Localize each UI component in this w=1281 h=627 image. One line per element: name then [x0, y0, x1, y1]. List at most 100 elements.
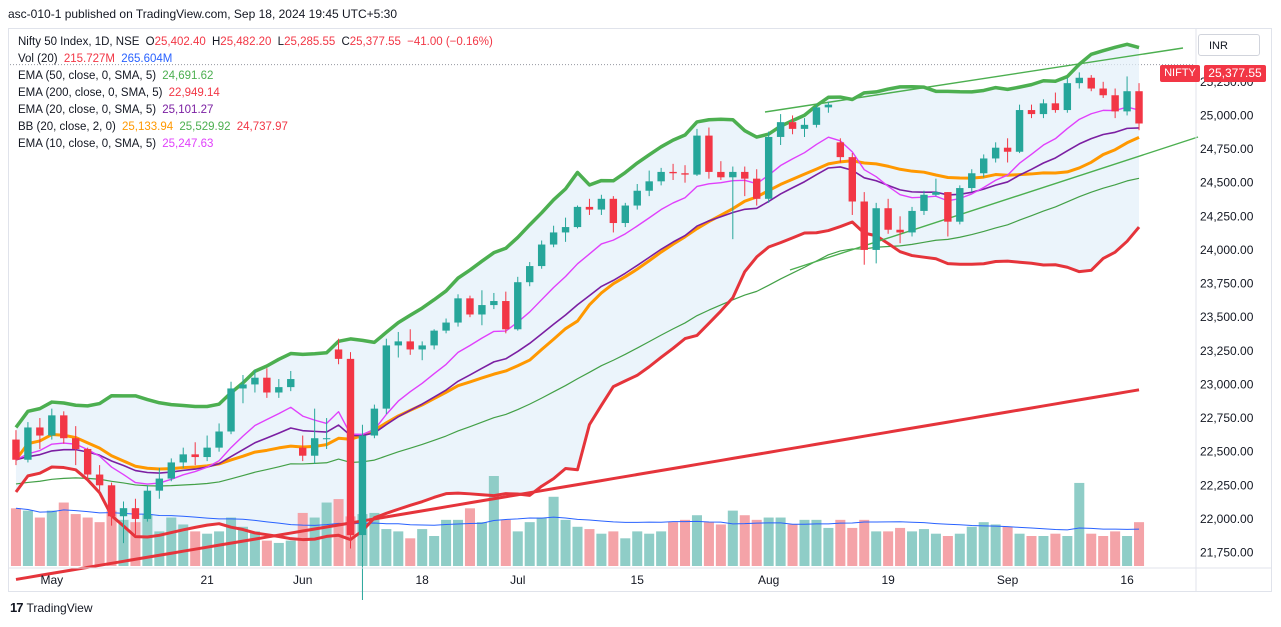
candle-body	[812, 107, 821, 125]
candle-body	[788, 122, 797, 129]
y-tick-label: 21,750.00	[1200, 546, 1254, 560]
volume-bar	[656, 531, 667, 566]
candle-body	[514, 282, 522, 330]
price-chart[interactable]: 21,750.00 22,000.00 22,250.00 22,500.00 22,7…	[0, 0, 1281, 600]
currency-selector[interactable]: INR	[1198, 34, 1260, 56]
candle-body	[72, 438, 80, 449]
volume-bar	[763, 517, 774, 566]
volume-bar	[273, 542, 284, 566]
ema20-line	[15, 127, 1140, 474]
candle-body	[884, 208, 892, 230]
candle-body	[860, 201, 868, 250]
volume-bar	[130, 522, 141, 566]
trendline-lower	[789, 136, 1199, 271]
candle-body	[824, 104, 833, 108]
y-tick-label: 22,000.00	[1200, 512, 1254, 526]
y-tick-label: 24,250.00	[1200, 209, 1254, 223]
candle-body	[776, 122, 785, 137]
candle-body	[645, 181, 653, 191]
volume-bar	[500, 519, 511, 566]
volume-bar	[1050, 533, 1061, 566]
volume-bar	[202, 533, 213, 566]
bb-lower-line	[14, 220, 1141, 542]
candle-body	[406, 341, 414, 350]
candle-body	[155, 478, 164, 491]
volume-bar	[94, 522, 105, 566]
volume-bar	[512, 531, 523, 566]
candle-body	[573, 206, 582, 228]
volume-bar	[811, 519, 822, 566]
candle-body	[131, 508, 140, 519]
volume-bar	[1026, 536, 1037, 566]
candle-body	[1087, 77, 1095, 89]
candle-body	[609, 198, 618, 224]
volume-bar	[178, 524, 189, 566]
volume-bar	[847, 527, 858, 566]
bb-upper-line	[14, 42, 1140, 429]
x-tick-label: 19	[881, 573, 895, 587]
volume-bar	[441, 519, 452, 566]
candle-body	[561, 227, 570, 233]
y-tick-label: 24,000.00	[1200, 243, 1254, 257]
last-price-tag: 25,377.55	[1204, 65, 1266, 82]
volume-bar	[835, 519, 846, 566]
candle-body	[251, 377, 259, 385]
candle-body	[944, 192, 952, 222]
candle-body	[215, 431, 223, 448]
volume-bar	[82, 517, 93, 566]
x-tick-label: Jul	[510, 573, 525, 587]
volume-bar	[990, 524, 1001, 566]
candle-body	[143, 490, 152, 519]
volume-bar	[918, 529, 929, 566]
bollinger-band-fill	[15, 44, 1140, 540]
volume-bar	[166, 517, 177, 566]
volume-bar	[369, 512, 380, 566]
candle-body	[597, 198, 606, 210]
volume-bar	[668, 522, 679, 566]
x-tick-label: Aug	[758, 573, 779, 587]
volume-bar	[46, 510, 57, 566]
volume-bar	[871, 531, 882, 566]
x-tick-label: 16	[1120, 573, 1134, 587]
candle-body	[896, 229, 904, 233]
candle-body	[358, 435, 367, 536]
candle-body	[478, 305, 486, 315]
volume-bar	[142, 514, 153, 566]
candle-body	[681, 173, 689, 175]
y-tick-label: 22,250.00	[1200, 478, 1254, 492]
candle-body	[227, 388, 235, 432]
volume-bar	[596, 533, 607, 566]
volume-bar	[739, 515, 750, 566]
volume-bar	[715, 524, 726, 566]
volume-bar	[930, 533, 941, 566]
candle-body	[920, 194, 928, 211]
ema200-line	[15, 388, 1140, 581]
candle-body	[585, 206, 594, 210]
volume-bar	[464, 508, 475, 566]
trendline-upper	[764, 47, 1184, 113]
candle-body	[908, 210, 916, 233]
volume-bar	[907, 531, 918, 566]
candle-body	[382, 345, 391, 409]
x-tick-label: 18	[416, 573, 430, 587]
volume-bar	[34, 517, 45, 566]
candle-body	[968, 173, 976, 189]
candle-body	[299, 447, 307, 456]
chart-frame[interactable]	[8, 28, 1272, 592]
y-tick-label: 24,750.00	[1200, 142, 1254, 156]
bb-basis-line	[14, 135, 1140, 471]
candle-body	[466, 298, 474, 315]
candle-body	[430, 330, 438, 346]
candle-body	[287, 379, 295, 388]
volume-bar	[309, 517, 320, 566]
footer-brand: TradingView	[26, 600, 93, 615]
candle-body	[621, 205, 629, 224]
candle-body	[932, 192, 940, 195]
volume-bar	[1038, 536, 1049, 566]
volume-bar	[584, 529, 595, 566]
candle-body	[107, 485, 116, 517]
volume-bar	[321, 502, 332, 566]
candle-body	[1027, 110, 1036, 115]
y-tick-label: 25,000.00	[1200, 108, 1254, 122]
candle-body	[334, 349, 343, 359]
